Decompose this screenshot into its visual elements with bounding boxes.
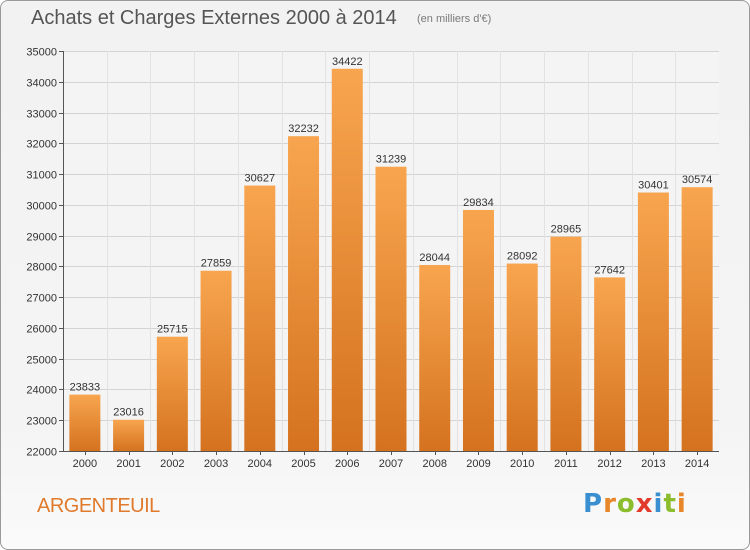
x-tick-label: 2003 (204, 458, 228, 470)
bar (550, 236, 582, 451)
bar-value-label: 30401 (638, 180, 669, 192)
bar-value-label: 28092 (507, 251, 538, 263)
x-tick-label: 2010 (510, 458, 534, 470)
bar-value-label: 34422 (332, 56, 363, 68)
bar (244, 185, 276, 452)
x-tick-label: 2014 (685, 458, 709, 470)
bar-value-label: 23016 (113, 407, 144, 419)
bar (156, 336, 188, 451)
x-tick-label: 2006 (335, 458, 359, 470)
bar (69, 394, 101, 451)
bar (506, 263, 538, 451)
bar (375, 166, 407, 451)
bar-value-label: 27859 (201, 258, 232, 270)
chart-title: Achats et Charges Externes 2000 à 2014 (31, 7, 397, 29)
bar (288, 136, 320, 451)
y-tick-label: 30000 (26, 201, 57, 213)
bar (200, 270, 232, 451)
proxiti-logo: Proxiti (583, 489, 687, 519)
y-tick-label: 25000 (26, 355, 57, 367)
chart-subtitle: (en milliers d'€) (417, 13, 492, 25)
x-tick-label: 2008 (422, 458, 446, 470)
y-tick-label: 29000 (26, 232, 57, 244)
axes: 22000 23000 24000 25000 26000 27000 28000 29000… (26, 47, 719, 470)
x-tick-label: 2013 (641, 458, 665, 470)
bar-value-label: 31239 (376, 154, 407, 166)
bar (462, 209, 494, 451)
bar (637, 192, 669, 451)
y-tick-label: 27000 (26, 293, 57, 305)
x-tick-label: 2011 (554, 458, 578, 470)
x-tick-label: 2009 (466, 458, 490, 470)
y-tick-label: 32000 (26, 139, 57, 151)
y-tick-label: 34000 (26, 78, 57, 90)
bar-value-label: 23833 (70, 382, 101, 394)
bar (594, 277, 626, 451)
y-tick-label: 23000 (26, 416, 57, 428)
y-tick-label: 26000 (26, 324, 57, 336)
bar (113, 419, 145, 451)
x-tick-label: 2002 (160, 458, 184, 470)
x-tick-label: 2000 (73, 458, 97, 470)
bar-value-label: 25715 (157, 324, 188, 336)
y-tick-label: 22000 (26, 447, 57, 459)
y-tick-label: 31000 (26, 170, 57, 182)
bar (331, 68, 363, 452)
city-name: ARGENTEUIL (37, 495, 160, 517)
x-tick-label: 2005 (291, 458, 315, 470)
x-tick-label: 2004 (248, 458, 272, 470)
y-tick-label: 35000 (26, 47, 57, 59)
y-tick-label: 28000 (26, 262, 57, 274)
bar (681, 187, 713, 451)
x-tick-label: 2001 (116, 458, 140, 470)
bar-value-label: 30574 (682, 174, 713, 186)
bar-value-label: 28044 (419, 252, 450, 264)
x-tick-label: 2012 (597, 458, 621, 470)
bar-value-label: 28965 (551, 224, 582, 236)
bar-value-label: 30627 (245, 173, 276, 185)
bar-value-label: 32232 (288, 123, 319, 135)
bar-value-label: 27642 (594, 264, 625, 276)
bars: 23833 23016 25715 27859 30627 32232 34422 31239… (69, 56, 713, 452)
y-tick-label: 24000 (26, 385, 57, 397)
y-tick-label: 33000 (26, 109, 57, 121)
x-tick-label: 2007 (379, 458, 403, 470)
bar (419, 265, 451, 451)
bar-value-label: 29834 (463, 197, 494, 209)
